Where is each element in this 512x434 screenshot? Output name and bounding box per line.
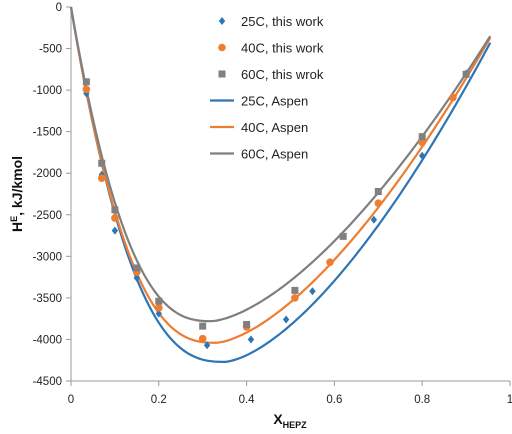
axis-labels: XHEPZ HE, kJ/kmol: [9, 156, 307, 430]
point-25c-this-work: [419, 151, 426, 160]
point-40c-this-work: [97, 174, 106, 183]
point-60c-this-wrok: [339, 232, 347, 240]
legend-marker: [218, 70, 226, 78]
point-40c-this-work: [155, 304, 163, 312]
legend-marker: [218, 43, 226, 52]
point-40c-this-work: [198, 334, 207, 343]
point-60c-this-wrok: [155, 297, 163, 305]
legend-label: 60C, this wrok: [241, 67, 324, 82]
point-40c-this-work: [449, 93, 457, 102]
point-25c-this-work: [155, 309, 162, 318]
point-25c-this-work: [133, 273, 141, 282]
line-25c-aspen: [69, 6, 492, 364]
legend-marker: [218, 17, 226, 25]
aspen-curves: [69, 6, 492, 364]
x-tick-label: 0.8: [414, 394, 430, 406]
point-25c-this-work: [203, 341, 211, 350]
legend-item: 25C, Aspen: [210, 94, 308, 109]
legend-label: 25C, Aspen: [241, 94, 308, 109]
point-60c-this-wrok: [199, 322, 207, 330]
y-tick-label: -2000: [33, 168, 62, 180]
point-60c-this-wrok: [111, 206, 119, 214]
point-25c-this-work: [247, 335, 255, 344]
point-40c-this-work: [374, 199, 383, 207]
y-tick-label: -4000: [33, 334, 62, 346]
point-60c-this-wrok: [291, 286, 299, 294]
y-tick-label: 0: [56, 2, 62, 14]
point-60c-this-wrok: [374, 188, 382, 196]
legend-label: 60C, Aspen: [241, 147, 308, 162]
point-25c-this-work: [111, 226, 119, 235]
point-60c-this-wrok: [243, 320, 251, 328]
measured-points: [82, 69, 470, 350]
point-40c-this-work: [326, 258, 334, 266]
point-60c-this-wrok: [133, 264, 141, 272]
point-60c-this-wrok: [418, 133, 426, 141]
legend-item: 40C, this work: [218, 41, 324, 56]
point-25c-this-work: [282, 315, 290, 324]
x-axis-label: XHEPZ: [273, 411, 307, 430]
point-25c-this-work: [309, 287, 316, 296]
y-tick-label: -3500: [33, 293, 62, 305]
y-tick-label: -4500: [33, 376, 62, 388]
point-25c-this-work: [370, 215, 378, 224]
x-tick-label: 0.6: [326, 394, 342, 406]
point-40c-this-work: [291, 294, 299, 302]
y-tick-label: -2500: [33, 210, 62, 222]
legend-item: 25C, this work: [218, 14, 324, 29]
point-60c-this-wrok: [82, 78, 90, 86]
legend-item: 60C, this wrok: [218, 67, 324, 82]
legend-label: 40C, this work: [241, 41, 324, 56]
y-tick-label: -1000: [33, 85, 62, 97]
legend-item: 40C, Aspen: [210, 120, 308, 135]
point-40c-this-work: [82, 85, 91, 94]
legend-label: 25C, this work: [241, 14, 324, 29]
point-40c-this-work: [111, 214, 119, 222]
point-60c-this-wrok: [98, 159, 106, 167]
line-40c-aspen: [69, 6, 492, 344]
point-40c-this-work: [418, 138, 427, 147]
x-tick-label: 1: [507, 394, 512, 406]
legend-label: 40C, Aspen: [241, 120, 308, 135]
axes: 0 -500 -1000 -1500 -2000 -2500 -3000 -3500 -4000…: [33, 2, 512, 406]
legend: 25C, this work 40C, this work 60C, this wr…: [210, 14, 324, 162]
x-tick-label: 0.2: [151, 394, 167, 406]
x-tick-label: 0: [68, 394, 74, 406]
y-tick-label: -3000: [33, 251, 62, 263]
legend-item: 60C, Aspen: [210, 147, 308, 162]
y-tick-label: -1500: [33, 127, 62, 139]
point-60c-this-wrok: [462, 70, 470, 78]
y-axis-label: HE, kJ/kmol: [9, 156, 25, 232]
y-tick-label: -500: [39, 44, 62, 56]
x-tick-label: 0.4: [239, 394, 256, 406]
